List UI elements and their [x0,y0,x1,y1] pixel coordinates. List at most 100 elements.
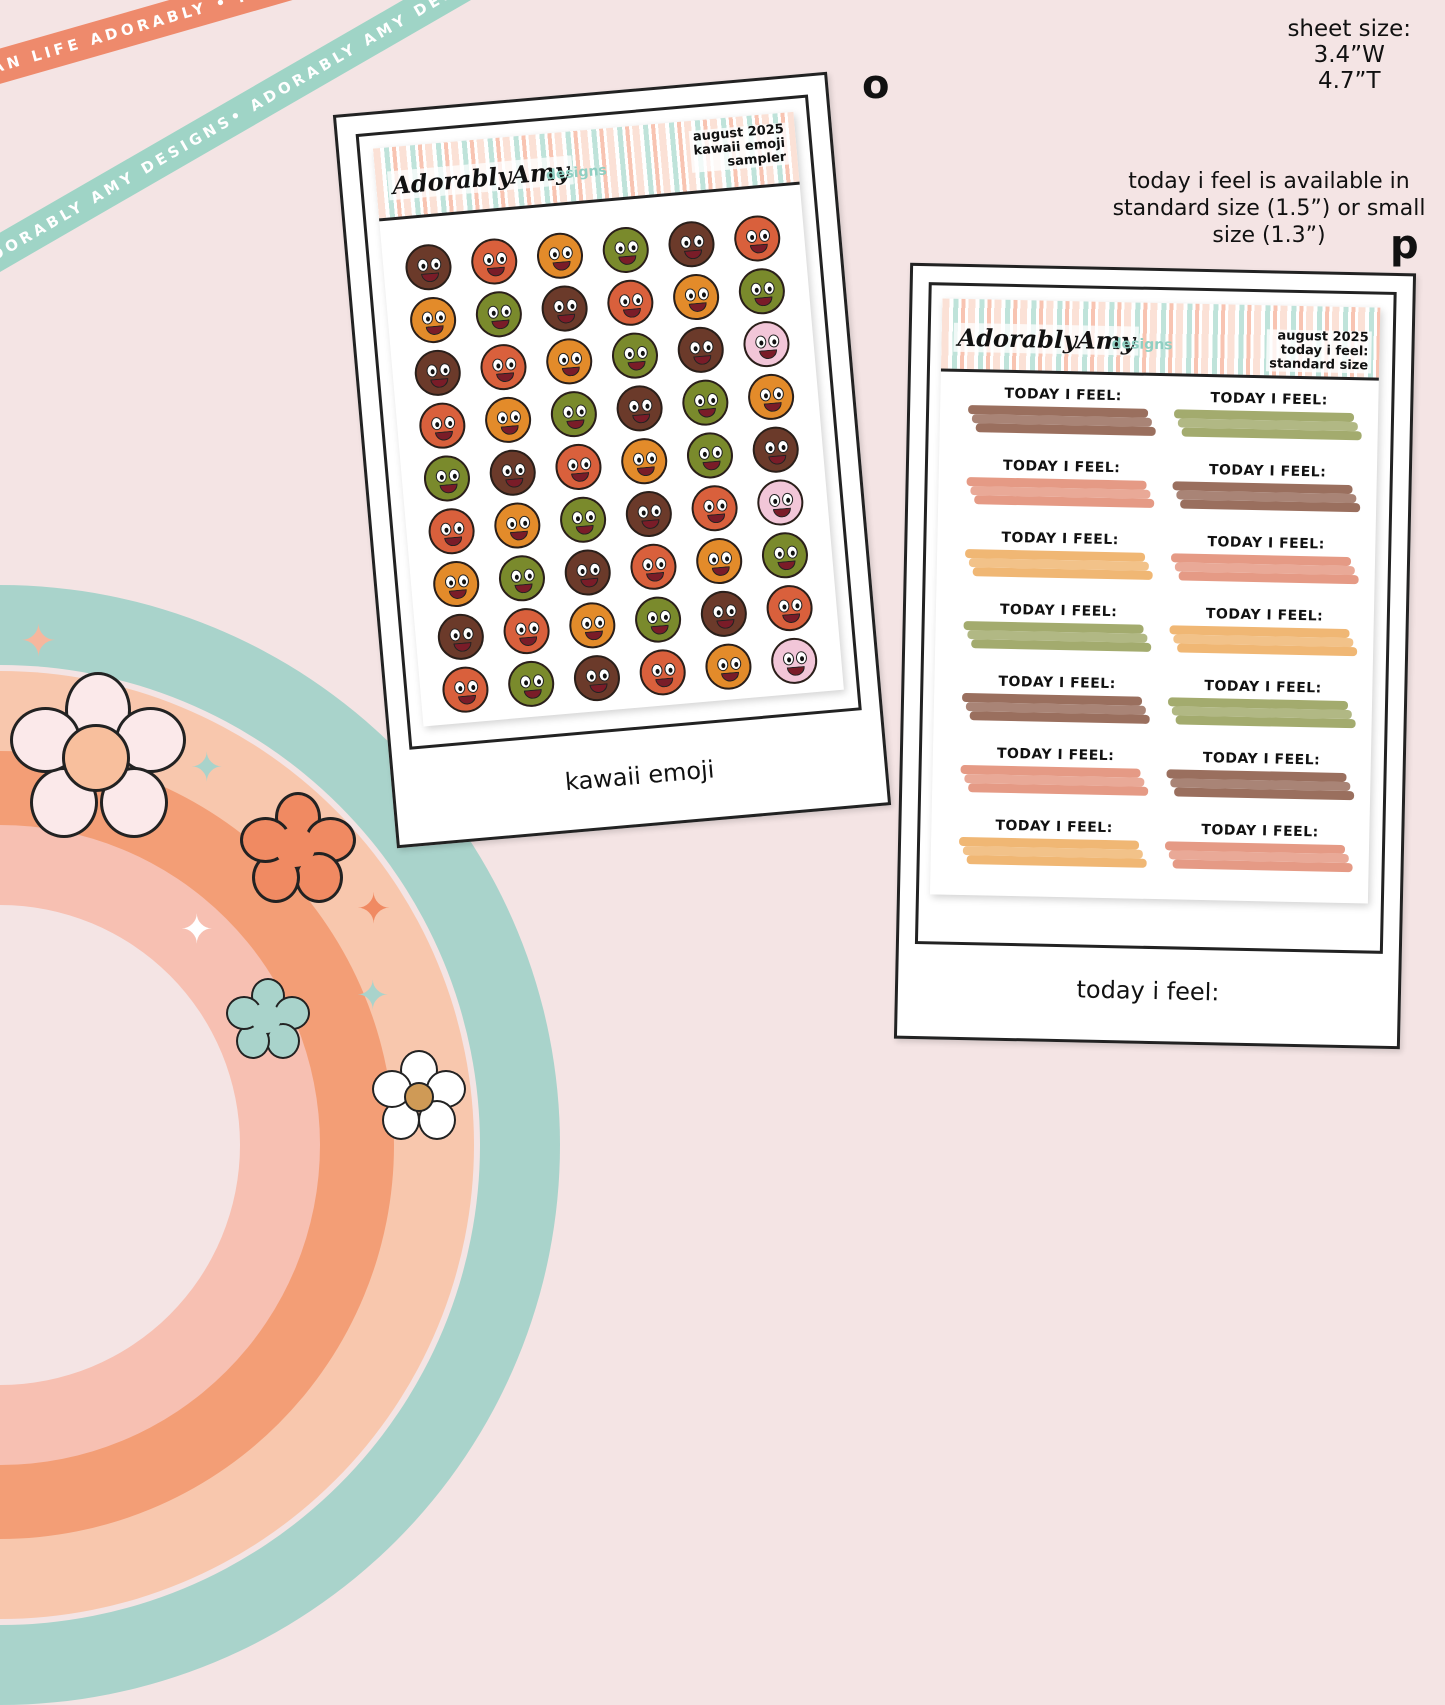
today-i-feel-sticker: TODAY I FEEL: [948,817,1149,881]
today-i-feel-sticker: TODAY I FEEL: [1157,677,1358,741]
kawaii-emoji-sticker [750,424,801,475]
kawaii-emoji-sticker [703,641,754,692]
kawaii-emoji-sticker [698,588,749,639]
sheet-size-info: sheet size: 3.4”W 4.7”T [1287,16,1411,94]
sheet-width: 3.4”W [1313,42,1385,68]
availability-note: today i feel is available in standard si… [1112,169,1426,248]
today-i-feel-label: TODAY I FEEL: [1208,462,1327,481]
kawaii-emoji-sticker-sheet: AdorablyAmy designs august 2025 kawaii e… [372,111,844,727]
kawaii-emoji-sticker [694,536,745,586]
kawaii-emoji-sticker [746,371,797,422]
panel-p-letter: p [1390,222,1419,268]
today-i-feel-sticker: TODAY I FEEL: [1154,821,1355,885]
kawaii-emoji-sticker [732,213,783,264]
today-i-feel-label: TODAY I FEEL: [1210,390,1328,409]
today-i-feel-sticker: TODAY I FEEL: [951,673,1152,737]
kawaii-emoji-sticker [628,541,679,592]
kawaii-emoji-sticker [473,289,524,340]
today-i-feel-caption: today i feel: [1076,975,1220,1007]
today-i-feel-label: TODAY I FEEL: [1207,534,1325,553]
kawaii-emoji-sticker [736,266,787,317]
today-i-feel-panel[interactable]: AdorablyAmy designs august 2025 today i … [893,262,1417,1050]
sparkle-icon: ✦ [190,745,224,791]
sparkle-icon: ✦ [356,973,390,1019]
today-i-feel-label: TODAY I FEEL: [1202,750,1321,769]
kawaii-emoji-sticker [567,600,618,651]
today-i-feel-sticker: TODAY I FEEL: [1160,533,1361,597]
sheet-size-label: sheet size: [1287,16,1411,42]
kawaii-emoji-sticker [553,442,604,492]
kawaii-emoji-sticker [558,494,609,545]
kawaii-emoji-sticker [435,611,486,662]
kawaii-emoji-sticker [403,242,454,293]
kawaii-emoji-sticker [487,447,538,498]
today-i-feel-label: TODAY I FEEL: [1204,678,1322,697]
panel-o-letter: o [862,62,890,108]
kawaii-emoji-sticker [408,295,459,345]
sparkle-icon: ✦ [20,616,57,667]
kawaii-emoji-sticker [685,430,735,481]
kawaii-emoji-sticker [605,277,656,328]
sparkle-icon: ✦ [180,907,214,953]
kawaii-emoji-sticker [572,653,622,704]
today-i-feel-label: TODAY I FEEL: [996,745,1115,765]
today-i-feel-sticker-sheet: AdorablyAmy designs august 2025 today i … [929,298,1381,904]
today-i-feel-label: TODAY I FEEL: [1205,606,1324,625]
kawaii-emoji-sticker [548,389,599,440]
kawaii-emoji-sticker [562,547,613,598]
white-flower-icon [372,1050,466,1140]
kawaii-emoji-sticker [755,477,806,528]
emoji-grid [373,112,844,727]
sparkle-icon: ✦ [356,884,392,933]
today-i-feel-sticker: TODAY I FEEL: [956,457,1157,521]
teal-flower-icon [226,978,310,1059]
today-i-feel-sticker: TODAY I FEEL: [953,601,1154,665]
sheet-height: 4.7”T [1317,68,1381,94]
today-i-feel-label: TODAY I FEEL: [1004,385,1122,405]
kawaii-emoji-sticker [469,236,520,287]
today-i-feel-label: TODAY I FEEL: [1002,457,1121,477]
kawaii-emoji-sticker [675,324,726,375]
smiley-flower-icon [10,672,186,842]
kawaii-emoji-sticker [610,330,660,381]
kawaii-emoji-sticker [501,606,552,657]
today-i-feel-label: TODAY I FEEL: [998,673,1116,693]
today-i-feel-sticker: TODAY I FEEL: [957,385,1158,449]
today-i-feel-label: TODAY I FEEL: [999,601,1118,621]
kawaii-emoji-sticker [760,530,810,581]
kawaii-emoji-sticker [535,230,585,281]
kawaii-emoji-sticker [680,377,731,428]
kawaii-emoji-sticker [633,594,684,645]
today-i-feel-sticker: TODAY I FEEL: [1162,461,1363,525]
kawaii-emoji-sticker [689,483,740,534]
kawaii-emoji-sticker [412,347,463,398]
kawaii-emoji-sticker [417,400,468,451]
kawaii-emoji-sticker [769,635,820,686]
today-i-feel-grid: TODAY I FEEL: TODAY I FEEL: TODAY I FEEL: T… [930,298,1380,903]
today-i-feel-sticker: TODAY I FEEL: [950,745,1151,809]
kawaii-emoji-sticker [600,225,651,275]
kawaii-emoji-sticker [623,489,674,539]
kawaii-emoji-sticker [506,658,557,709]
today-i-feel-label: TODAY I FEEL: [1001,529,1119,549]
kawaii-emoji-sticker [637,647,688,698]
kawaii-emoji-sticker [483,394,534,445]
today-i-feel-sticker: TODAY I FEEL: [1159,605,1360,669]
today-i-feel-label: TODAY I FEEL: [1201,822,1319,841]
kawaii-emoji-caption: kawaii emoji [563,755,716,797]
kawaii-emoji-sticker [431,559,482,609]
kawaii-emoji-sticker [671,272,722,322]
kawaii-emoji-sticker [440,664,491,715]
today-i-feel-sticker: TODAY I FEEL: [1156,749,1357,813]
kawaii-emoji-sticker [614,383,665,434]
kawaii-emoji-sticker [666,219,717,270]
orange-flower-icon [240,792,356,903]
kawaii-emoji-sticker [492,500,543,551]
kawaii-emoji-sticker [544,336,595,387]
today-i-feel-sticker: TODAY I FEEL: [1163,389,1364,453]
kawaii-emoji-sticker [422,453,472,504]
kawaii-emoji-panel[interactable]: AdorablyAmy designs august 2025 kawaii e… [332,71,892,849]
kawaii-emoji-sticker [764,583,815,634]
kawaii-emoji-sticker [539,283,590,334]
kawaii-emoji-sticker [741,319,792,370]
